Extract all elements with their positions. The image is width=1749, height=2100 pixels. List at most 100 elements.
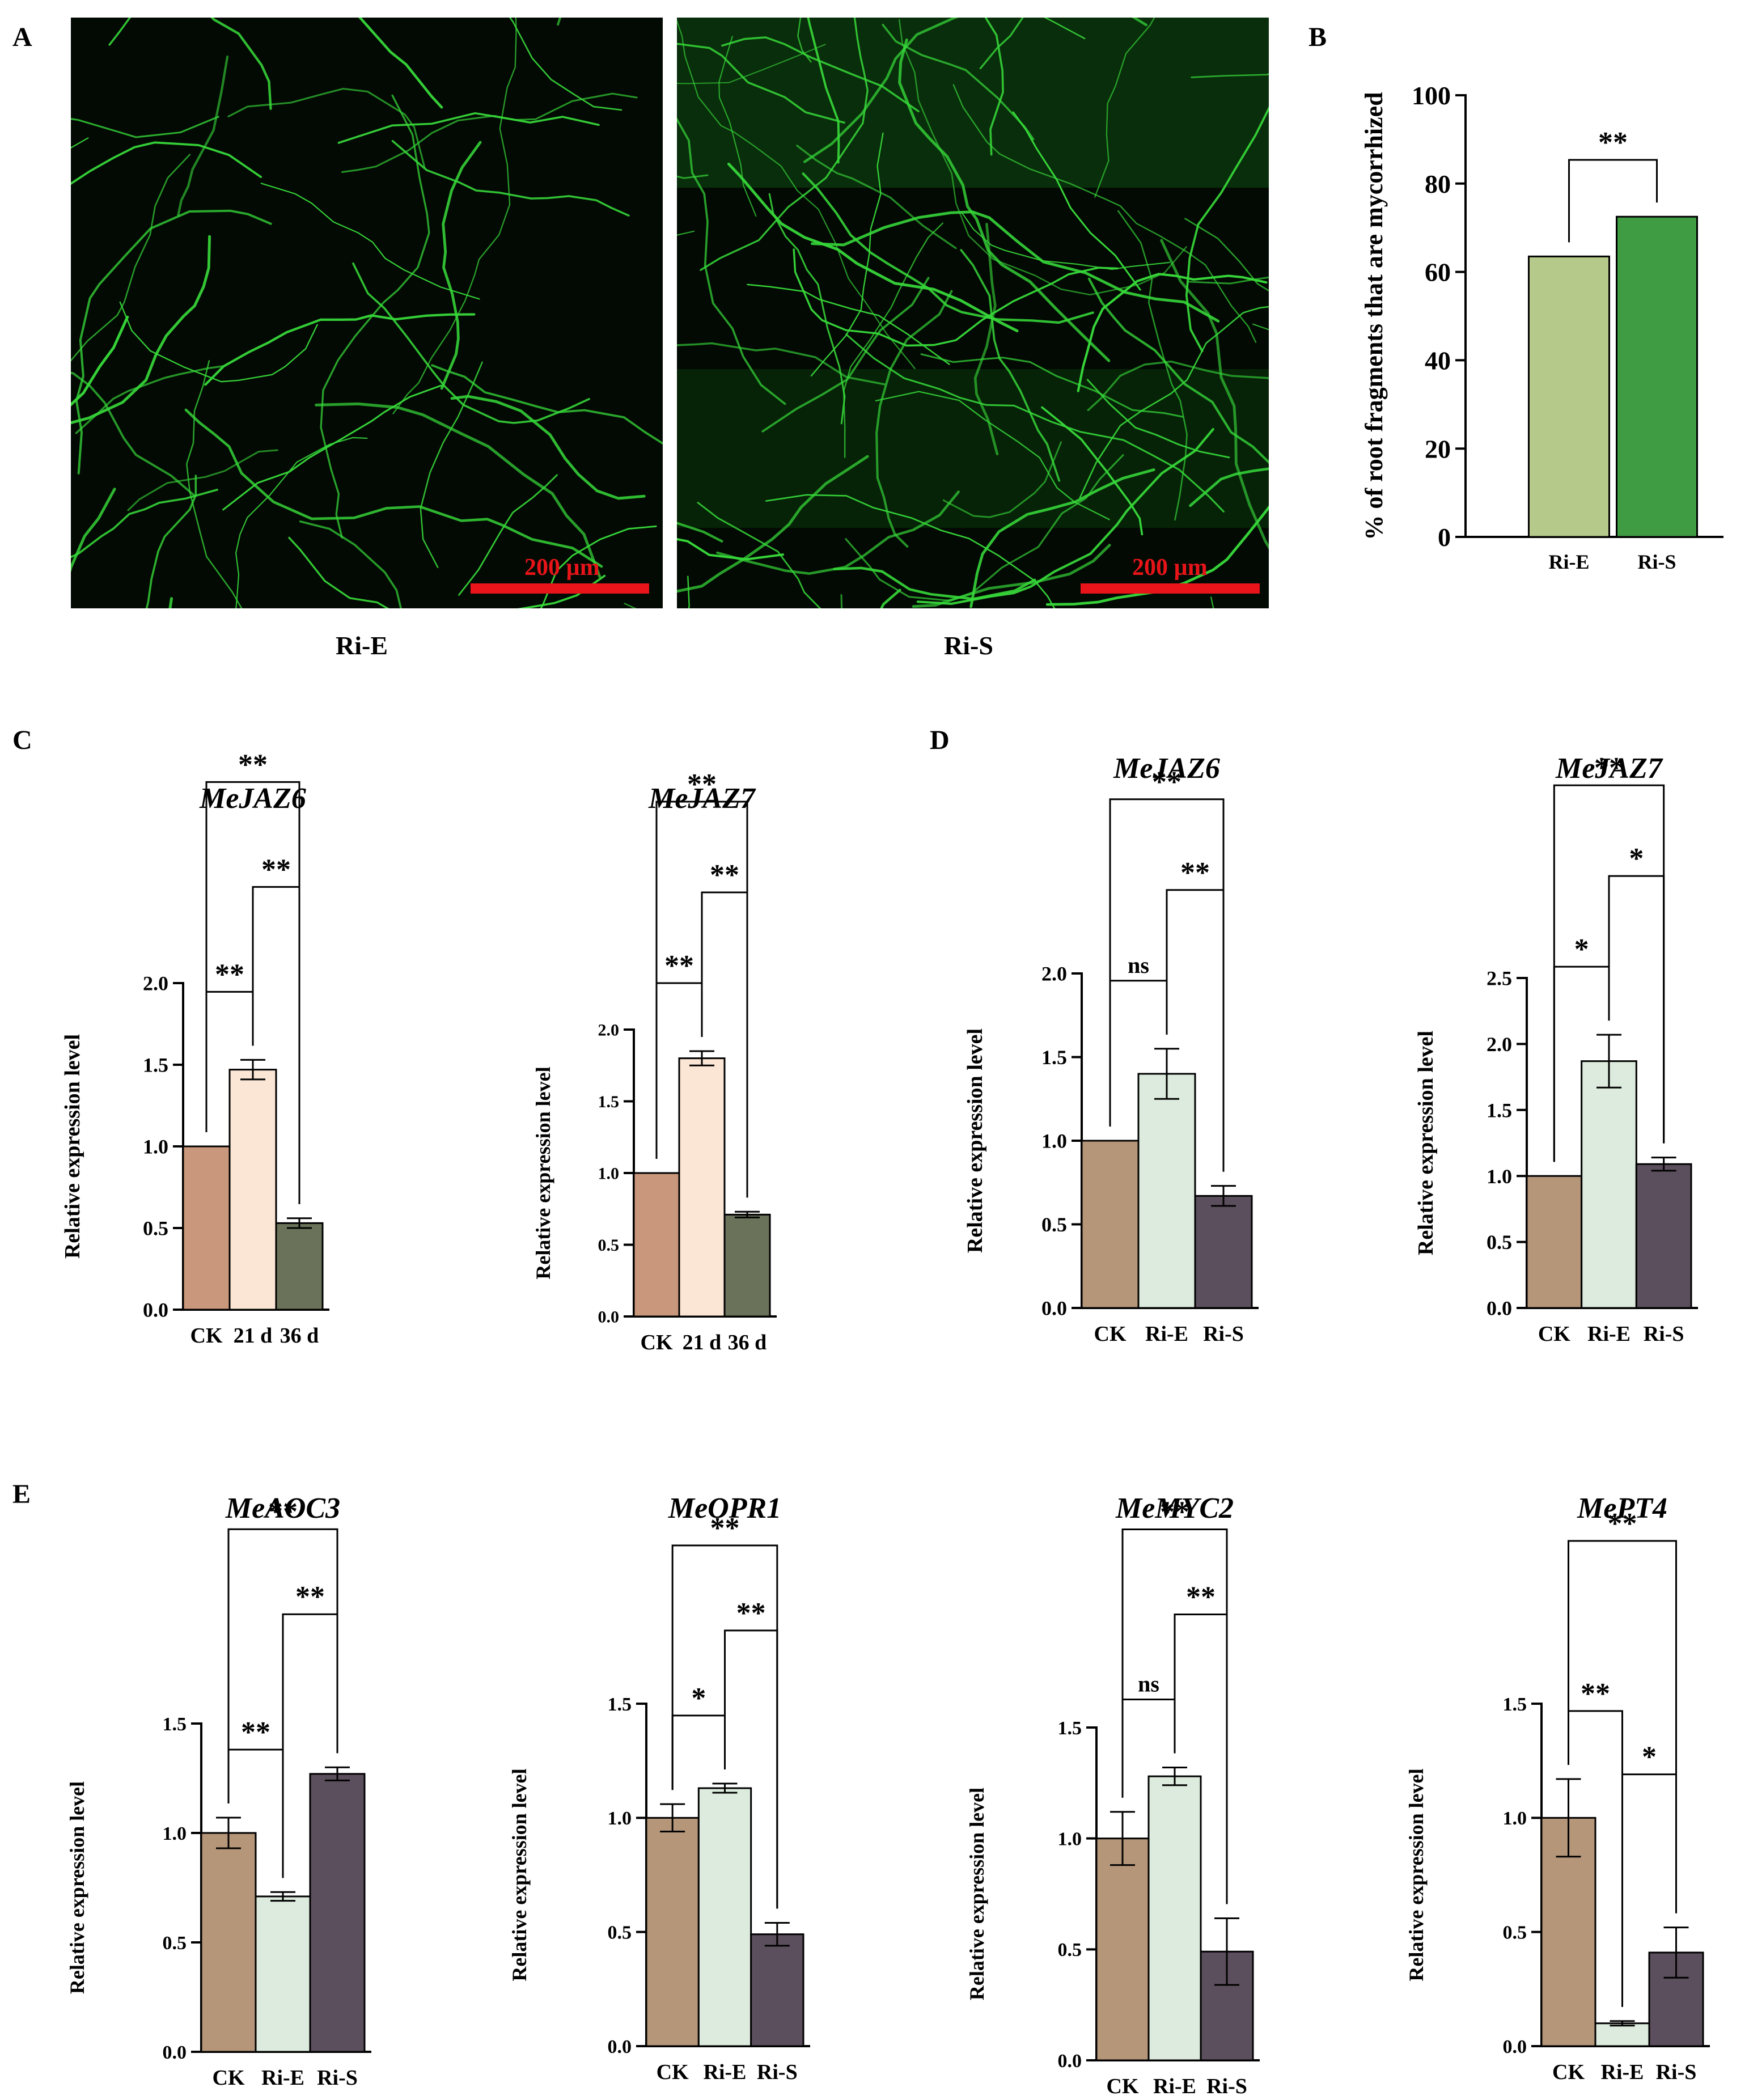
hypha — [1043, 18, 1086, 40]
y-axis-label: Relative expression level — [965, 1788, 988, 2000]
hypha — [71, 315, 129, 407]
x-tick-label: CK — [1552, 2060, 1585, 2084]
significance-label: ** — [1594, 752, 1624, 784]
hypha — [803, 18, 1148, 163]
significance-label: * — [1574, 933, 1589, 966]
bar-ri-s — [1194, 1195, 1253, 1309]
significance-label: ** — [710, 859, 739, 891]
hypha — [420, 361, 483, 568]
y-tick-label: 0.5 — [608, 1923, 632, 1944]
micrograph-caption-ri-e: Ri-E — [336, 631, 388, 660]
chart-d-mejaz7: 0.0 0.5 1.0 1.5 2.0 2.5 Relative expression le… — [1414, 752, 1698, 1346]
hypha — [677, 19, 916, 370]
hypha — [1094, 18, 1155, 198]
y-tick-label: 0.0 — [1041, 1297, 1067, 1320]
significance-label: ** — [268, 1496, 298, 1528]
y-tick-label: 2.0 — [143, 972, 168, 995]
bar-ck — [1095, 1837, 1150, 2061]
significance-bracket — [1109, 798, 1225, 1172]
scale-bar-label: 200 µm — [524, 554, 600, 581]
hypha — [687, 575, 690, 608]
significance-label: ns — [1138, 1671, 1159, 1696]
bar-ri-s — [750, 1933, 804, 2047]
bar-ri-e — [1147, 1775, 1202, 2061]
y-tick-label: 1.5 — [598, 1093, 620, 1111]
hypha — [288, 536, 389, 608]
chart-title: MeJAZ6 — [199, 782, 306, 815]
y-tick-label: 2.0 — [1041, 963, 1067, 985]
hypha — [235, 437, 368, 608]
y-tick-label: 0.0 — [163, 2042, 187, 2063]
hypha — [358, 18, 443, 109]
chart-title: MeAOC3 — [225, 1492, 340, 1525]
hypha — [509, 18, 622, 111]
hypha — [391, 139, 630, 217]
hypha — [184, 408, 603, 568]
bar-21-d — [678, 1057, 726, 1318]
x-tick-label: Ri-E — [1587, 1322, 1631, 1346]
hypha — [540, 525, 657, 608]
x-tick-label: 21 d — [234, 1324, 273, 1348]
significance-label: * — [1642, 1741, 1657, 1773]
bar-ri-s — [1635, 1163, 1692, 1309]
y-tick-label: 0.5 — [1487, 1231, 1512, 1254]
significance-label: ** — [1152, 766, 1181, 798]
significance-bracket — [1553, 784, 1665, 1162]
significance-bracket — [205, 781, 300, 1204]
significance-label: ** — [1160, 1496, 1189, 1528]
hypha — [337, 112, 600, 144]
bar-ck — [645, 1817, 700, 2047]
y-tick-label: 1.0 — [598, 1165, 620, 1183]
significance-bracket — [671, 1714, 726, 1790]
hypha — [320, 94, 430, 539]
significance-bracket — [671, 1544, 778, 1909]
hypha — [204, 313, 476, 386]
bar-ri-s — [1616, 215, 1698, 538]
y-tick-label: 0.5 — [1058, 1940, 1082, 1961]
x-tick-label: Ri-E — [704, 2060, 747, 2084]
hypha — [1191, 73, 1269, 78]
hypha — [747, 283, 950, 365]
dense-hyphae-glow — [677, 18, 1269, 188]
x-tick-label: CK — [1107, 2074, 1139, 2098]
x-tick-label: CK — [1094, 1322, 1127, 1346]
bar-36-d — [275, 1222, 324, 1311]
significance-label: ** — [664, 950, 694, 982]
significance-label: ** — [1180, 857, 1210, 889]
y-tick-label: 40 — [1425, 346, 1451, 375]
chart-title: MeOPR1 — [668, 1492, 781, 1525]
hyphae-network-ri-e — [71, 18, 663, 608]
chart-e-memyc2: 0.0 0.5 1.0 1.5 Relative expression level MeM… — [965, 1492, 1260, 2098]
panel-letter-b: B — [1308, 22, 1327, 52]
bar-ri-e — [1581, 1060, 1637, 1309]
hypha — [210, 18, 272, 110]
hypha — [440, 141, 482, 390]
y-tick-label: 1.5 — [1503, 1694, 1527, 1715]
hypha — [796, 145, 957, 249]
bar-ri-e — [1137, 1073, 1196, 1309]
hypha — [127, 449, 278, 511]
micrograph-caption-ri-s: Ri-S — [944, 631, 993, 660]
hypha — [75, 209, 272, 475]
significance-label: ** — [1581, 1678, 1610, 1710]
significance-label: ** — [687, 768, 717, 801]
significance-label: ** — [1186, 1581, 1216, 1613]
x-tick-label: CK — [190, 1324, 223, 1348]
y-axis-label: Relative expression level — [66, 1781, 88, 1994]
hypha — [1160, 239, 1269, 550]
hypha — [1117, 210, 1188, 521]
panel-letter-d: D — [930, 725, 950, 755]
hypha — [721, 36, 920, 113]
hypha — [984, 18, 1004, 156]
hypha — [177, 55, 229, 217]
y-tick-label: 1.5 — [143, 1054, 168, 1077]
hypha — [718, 36, 757, 217]
hypha — [973, 223, 999, 456]
x-tick-label: Ri-E — [261, 2066, 304, 2090]
micrograph-ri-s: 200 µm — [677, 18, 1269, 608]
y-axis-label: % of root fragments that are mycorrhized — [1360, 92, 1388, 540]
hypha — [875, 290, 953, 548]
bar-ck — [633, 1172, 680, 1318]
hypha — [71, 235, 211, 425]
